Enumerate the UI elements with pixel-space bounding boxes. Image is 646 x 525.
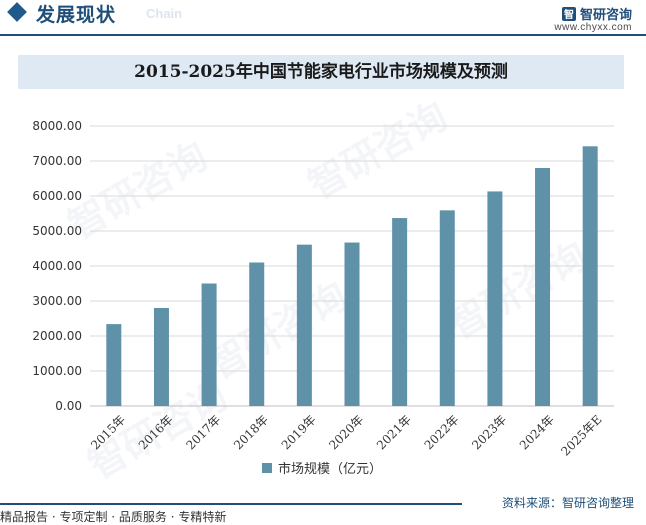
y-tick-label: 3000.00 [32,294,82,308]
x-tick-label: 2020年 [326,412,366,452]
legend-swatch [262,462,272,473]
bar [296,244,312,406]
legend-label: 市场规模（亿元） [278,462,383,477]
x-tick-label: 2021年 [374,412,414,452]
y-tick-label: 6000.00 [32,189,82,203]
chart-title: 2015-2025年中国节能家电行业市场规模及预测 [134,62,508,82]
chart-title-bar: 2015-2025年中国节能家电行业市场规模及预测 [18,55,624,89]
bar [392,218,408,406]
x-tick-label: 2023年 [469,412,509,452]
x-tick-label: 2016年 [136,412,176,452]
x-tick-label: 2024年 [517,412,557,452]
brand-url[interactable]: www.chyxx.com [554,22,632,33]
y-tick-label: 8000.00 [32,119,82,133]
footer-tagline: 精品报告 · 专项定制 · 品质服务 · 专精特新 [0,510,227,524]
brand-name: 智研咨询 [579,8,632,23]
header-divider [0,34,646,36]
bar [249,262,265,406]
x-tick-label: 2018年 [231,412,271,452]
y-tick-label: 5000.00 [32,224,82,238]
bar [201,283,217,406]
data-source: 资料来源：智研咨询整理 [501,496,634,510]
bar [153,308,169,406]
y-tick-label: 4000.00 [32,259,82,273]
page-header: 发展现状 Chain 智 智研咨询 www.chyxx.com [0,0,646,34]
x-tick-label: 2017年 [183,412,223,452]
x-tick-label: 2015年 [88,412,128,452]
y-tick-label: 2000.00 [32,329,82,343]
x-tick-label: 2019年 [279,412,319,452]
y-tick-label: 7000.00 [32,154,82,168]
bar [106,324,122,406]
y-tick-label: 1000.00 [32,364,82,378]
bar [487,191,503,406]
footer-divider [0,503,462,505]
x-tick-label: 2022年 [422,412,462,452]
bar [439,210,455,406]
bar [344,242,360,406]
x-tick-label: 2025年E [558,412,604,458]
y-tick-label: 0.00 [55,399,82,413]
brand-logo-icon: 智 [561,6,576,21]
chart-legend: 市场规模（亿元） [262,458,382,477]
section-subtitle: Chain [146,6,183,21]
brand: 智 智研咨询 [561,4,632,23]
section-title: 发展现状 [36,4,117,26]
bar [582,146,598,407]
bar [535,168,551,406]
